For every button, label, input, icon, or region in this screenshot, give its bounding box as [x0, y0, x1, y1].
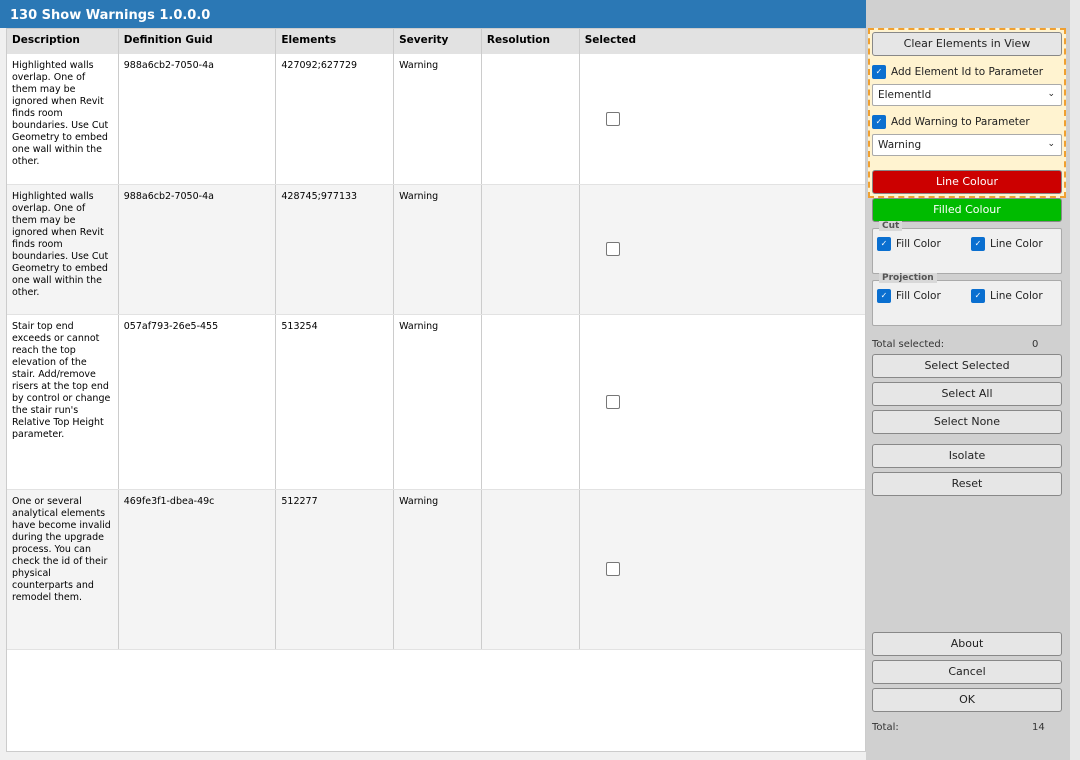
add-warning-label: Add Warning to Parameter: [891, 116, 1030, 128]
reset-button[interactable]: Reset: [872, 472, 1062, 496]
cell-description: Highlighted walls overlap. One of them m…: [7, 54, 119, 184]
parameter-section: [868, 28, 1066, 198]
side-panel: Clear Elements in View ✓ Add Element Id t…: [866, 0, 1070, 760]
cut-fill-checkbox[interactable]: ✓ Fill Color: [877, 237, 941, 251]
projection-group-title: Projection: [879, 273, 937, 283]
cell-guid: 988a6cb2-7050-4a: [119, 185, 277, 314]
cell-elements: 427092;627729: [276, 54, 395, 184]
cell-severity: Warning: [394, 315, 482, 489]
cell-severity: Warning: [394, 185, 482, 314]
selected-checkbox[interactable]: [605, 242, 620, 256]
add-warning-checkbox[interactable]: ✓ Add Warning to Parameter: [872, 115, 1030, 129]
total-selected-label: Total selected:: [872, 339, 945, 350]
check-icon: ✓: [971, 237, 985, 251]
warning-parameter-select[interactable]: Warning ⌄: [872, 134, 1062, 156]
cell-severity: Warning: [394, 54, 482, 184]
line-colour-button[interactable]: Line Colour: [872, 170, 1062, 194]
table-row[interactable]: Highlighted walls overlap. One of them m…: [7, 54, 865, 185]
select-selected-button[interactable]: Select Selected: [872, 354, 1062, 378]
warnings-table: Description Definition Guid Elements Sev…: [6, 28, 866, 752]
check-icon: ✓: [877, 289, 891, 303]
cell-resolution: [482, 315, 580, 489]
cell-selected: [580, 185, 865, 314]
total-value: 14: [1032, 722, 1045, 733]
table-header: Description Definition Guid Elements Sev…: [7, 29, 865, 54]
filled-colour-button[interactable]: Filled Colour: [872, 198, 1062, 222]
add-element-id-checkbox[interactable]: ✓ Add Element Id to Parameter: [872, 65, 1043, 79]
col-selected[interactable]: Selected: [584, 34, 636, 46]
col-description[interactable]: Description: [7, 29, 119, 54]
check-icon: ✓: [877, 237, 891, 251]
selected-checkbox[interactable]: [605, 562, 620, 576]
cut-group-title: Cut: [879, 221, 903, 231]
cell-elements: 428745;977133: [276, 185, 395, 314]
ok-button[interactable]: OK: [872, 688, 1062, 712]
cancel-button[interactable]: Cancel: [872, 660, 1062, 684]
cell-severity: Warning: [394, 490, 482, 649]
about-button[interactable]: About: [872, 632, 1062, 656]
window-edge: [1070, 0, 1080, 760]
cell-guid: 469fe3f1-dbea-49c: [119, 490, 277, 649]
cell-selected: [580, 490, 865, 649]
isolate-button[interactable]: Isolate: [872, 444, 1062, 468]
cell-selected: [580, 54, 865, 184]
table-row[interactable]: Highlighted walls overlap. One of them m…: [7, 185, 865, 315]
check-icon: ✓: [971, 289, 985, 303]
total-label: Total:: [872, 722, 899, 733]
projection-group: Projection ✓ Fill Color ✓ Line Color: [872, 273, 1062, 326]
cell-guid: 057af793-26e5-455: [119, 315, 277, 489]
clear-elements-button[interactable]: Clear Elements in View: [872, 32, 1062, 56]
cell-resolution: [482, 54, 580, 184]
select-all-button[interactable]: Select All: [872, 382, 1062, 406]
cut-line-label: Line Color: [990, 238, 1043, 250]
cell-selected: [580, 315, 865, 489]
cell-resolution: [482, 185, 580, 314]
cut-group: Cut ✓ Fill Color ✓ Line Color: [872, 221, 1062, 274]
select-none-button[interactable]: Select None: [872, 410, 1062, 434]
projection-fill-label: Fill Color: [896, 290, 941, 302]
cell-description: Highlighted walls overlap. One of them m…: [7, 185, 119, 314]
element-parameter-select[interactable]: ElementId ⌄: [872, 84, 1062, 106]
cell-description: One or several analytical elements have …: [7, 490, 119, 649]
cell-resolution: [482, 490, 580, 649]
col-severity[interactable]: Severity: [394, 29, 482, 54]
table-row[interactable]: One or several analytical elements have …: [7, 490, 865, 650]
selected-checkbox[interactable]: [605, 111, 620, 126]
projection-line-label: Line Color: [990, 290, 1043, 302]
warning-parameter-value: Warning: [878, 139, 922, 151]
col-guid[interactable]: Definition Guid: [119, 29, 277, 54]
cell-description: Stair top end exceeds or cannot reach th…: [7, 315, 119, 489]
total-selected-value: 0: [1032, 339, 1039, 350]
cell-elements: 513254: [276, 315, 395, 489]
projection-line-checkbox[interactable]: ✓ Line Color: [971, 289, 1043, 303]
add-element-id-label: Add Element Id to Parameter: [891, 66, 1044, 78]
element-parameter-value: ElementId: [878, 89, 932, 101]
cell-guid: 988a6cb2-7050-4a: [119, 54, 277, 184]
cell-elements: 512277: [276, 490, 395, 649]
col-resolution[interactable]: Resolution: [482, 29, 580, 54]
selected-checkbox[interactable]: [605, 394, 620, 409]
col-elements[interactable]: Elements: [276, 29, 395, 54]
chevron-down-icon: ⌄: [1047, 139, 1055, 149]
check-icon: ✓: [872, 115, 886, 129]
table-row[interactable]: Stair top end exceeds or cannot reach th…: [7, 315, 865, 490]
cut-line-checkbox[interactable]: ✓ Line Color: [971, 237, 1043, 251]
cut-fill-label: Fill Color: [896, 238, 941, 250]
chevron-down-icon: ⌄: [1047, 89, 1055, 99]
check-icon: ✓: [872, 65, 886, 79]
projection-fill-checkbox[interactable]: ✓ Fill Color: [877, 289, 941, 303]
